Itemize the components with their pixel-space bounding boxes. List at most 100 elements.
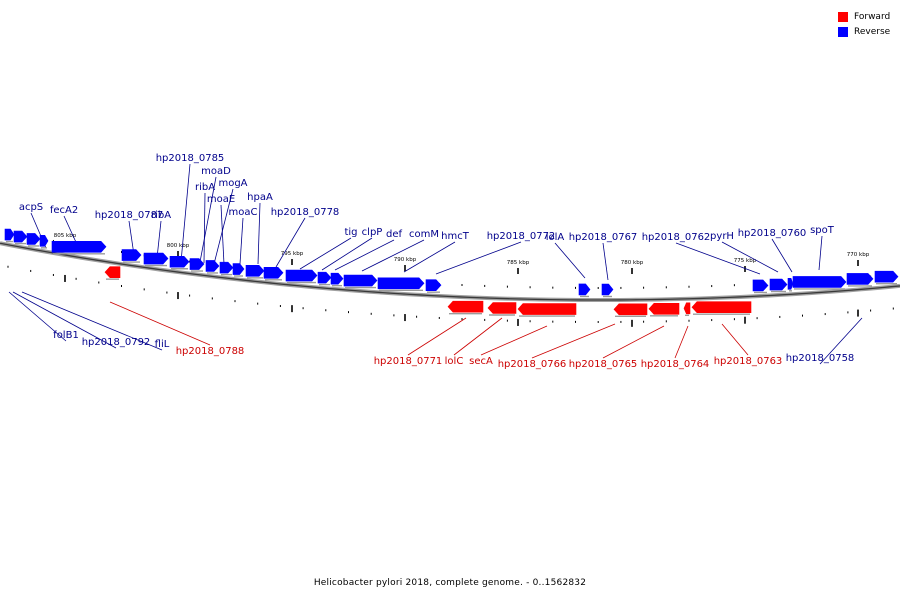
reverse-gene-4	[51, 241, 107, 253]
reverse-gene-6	[143, 252, 169, 265]
legend-reverse: Reverse	[838, 24, 890, 39]
map-caption: Helicobacter pylori 2018, complete genom…	[313, 578, 587, 588]
reverse-gene-leader	[721, 241, 779, 273]
reverse-gene-label: folB1	[53, 330, 79, 341]
forward-gene-0	[104, 266, 121, 278]
reverse-gene-11	[232, 263, 245, 275]
scale-tick-label: 780 kbp	[621, 260, 644, 266]
forward-gene-label: hp2018_0763	[714, 356, 783, 367]
reverse-gene-label: fecA2	[50, 205, 78, 216]
reverse-gene-23	[769, 278, 788, 291]
reverse-gene-0	[4, 228, 15, 241]
reverse-gene-label: hp2018_0767	[569, 232, 638, 243]
scale-tick-label: 795 kbp	[281, 251, 304, 257]
reverse-gene-3	[39, 235, 49, 247]
reverse-gene-label: hp2018_0762	[642, 232, 711, 243]
reverse-gene-27	[874, 270, 899, 283]
legend: Forward Reverse	[838, 9, 890, 39]
backbone-line	[0, 242, 900, 301]
reverse-gene-leader	[199, 176, 217, 263]
reverse-gene-8	[189, 258, 205, 270]
reverse-gene-label: hp2018_0792	[82, 337, 151, 348]
reverse-gene-leader	[203, 192, 206, 264]
reverse-gene-label: pyrH	[710, 231, 734, 242]
reverse-gene-leader	[299, 237, 352, 270]
reverse-gene-20	[578, 283, 591, 296]
reverse-gene-label: moaE	[207, 194, 235, 205]
reverse-gene-leader	[321, 237, 373, 271]
reverse-gene-15	[317, 271, 332, 284]
reverse-gene-leader	[239, 217, 244, 265]
reverse-gene-label: hp2018_0787	[95, 210, 164, 221]
reverse-gene-5	[121, 249, 142, 261]
reverse-gene-leader	[819, 317, 863, 365]
reverse-gene-label: hmcT	[441, 231, 470, 242]
forward-gene-5	[648, 303, 680, 315]
genome-backbone	[0, 241, 900, 303]
reverse-gene-7	[169, 255, 190, 268]
forward-gene-label: hp2018_0766	[498, 359, 567, 370]
scale-ticks: 805 kbp 800 kbp 795 kbp 790 kbp 785 kbp 780 k…	[7, 231, 894, 327]
forward-gene-3	[517, 303, 577, 315]
reverse-gene-17	[343, 274, 378, 287]
reverse-gene-leader	[12, 291, 117, 349]
forward-gene-leader	[602, 325, 665, 359]
forward-gene-label: hp2018_0771	[374, 356, 443, 367]
forward-gene-leader	[531, 323, 616, 359]
reverse-gene-leader	[675, 242, 761, 275]
forward-gene-label: hp2018_0764	[641, 359, 710, 370]
reverse-gene-leader	[156, 220, 162, 259]
reverse-gene-10	[219, 261, 234, 274]
reverse-gene-label: fliL	[155, 339, 170, 350]
reverse-gene-label: hp2018_0785	[156, 153, 225, 164]
reverse-gene-leader	[435, 241, 522, 275]
forward-gene-7	[691, 301, 752, 313]
reverse-gene-1	[13, 230, 28, 243]
reverse-gene-label: tig	[344, 227, 357, 238]
legend-forward: Forward	[838, 9, 890, 24]
label-leader-lines	[8, 163, 863, 365]
reverse-gene-label: lolA	[546, 232, 565, 243]
reverse-gene-label: def	[386, 229, 403, 240]
reverse-gene-leader	[334, 239, 395, 271]
forward-gene-6	[683, 302, 691, 315]
reverse-gene-14	[285, 269, 318, 282]
forward-gene-label: hp2018_0765	[569, 359, 638, 370]
legend-reverse-label: Reverse	[854, 26, 891, 37]
reverse-gene-label: hp2018_0758	[786, 353, 855, 364]
forward-gene-2	[487, 302, 517, 314]
reverse-gene-21	[601, 283, 614, 296]
reverse-gene-16	[330, 272, 344, 285]
scale-tick-label: 775 kbp	[734, 258, 757, 264]
reverse-gene-25	[792, 276, 847, 288]
reverse-gene-label: hpaA	[247, 192, 273, 203]
reverse-gene-leader	[403, 241, 456, 273]
reverse-gene-label: moaC	[229, 207, 258, 218]
reverse-gene-label: hp2018_0778	[271, 207, 340, 218]
reverse-gene-18	[377, 277, 425, 290]
reverse-gene-label: mogA	[218, 178, 247, 189]
reverse-gene-label: comM	[409, 229, 439, 240]
reverse-gene-leader	[8, 291, 67, 342]
legend-forward-label: Forward	[854, 11, 891, 22]
reverse-gene-leader	[771, 238, 793, 273]
reverse-gene-label: ribA	[151, 210, 171, 221]
reverse-gene-label: spoT	[810, 225, 835, 236]
reverse-gene-leader	[602, 242, 609, 281]
reverse-gene-leader	[554, 242, 586, 279]
forward-gene-leader	[109, 301, 211, 346]
reverse-gene-leader	[275, 217, 306, 268]
reverse-gene-leader	[257, 202, 261, 265]
reverse-gene-19	[425, 279, 442, 291]
reverse-gene-label: acpS	[19, 202, 43, 213]
reverse-gene-label: ribA	[195, 182, 215, 193]
gene-features	[4, 228, 899, 318]
forward-gene-leader	[453, 317, 503, 356]
forward-gene-label: lolC	[445, 356, 464, 367]
reverse-gene-leader	[220, 204, 225, 265]
reverse-gene-leader	[213, 188, 234, 265]
reverse-gene-label: clpP	[362, 227, 383, 238]
reverse-swatch	[838, 26, 848, 37]
forward-gene-leader	[721, 323, 749, 356]
